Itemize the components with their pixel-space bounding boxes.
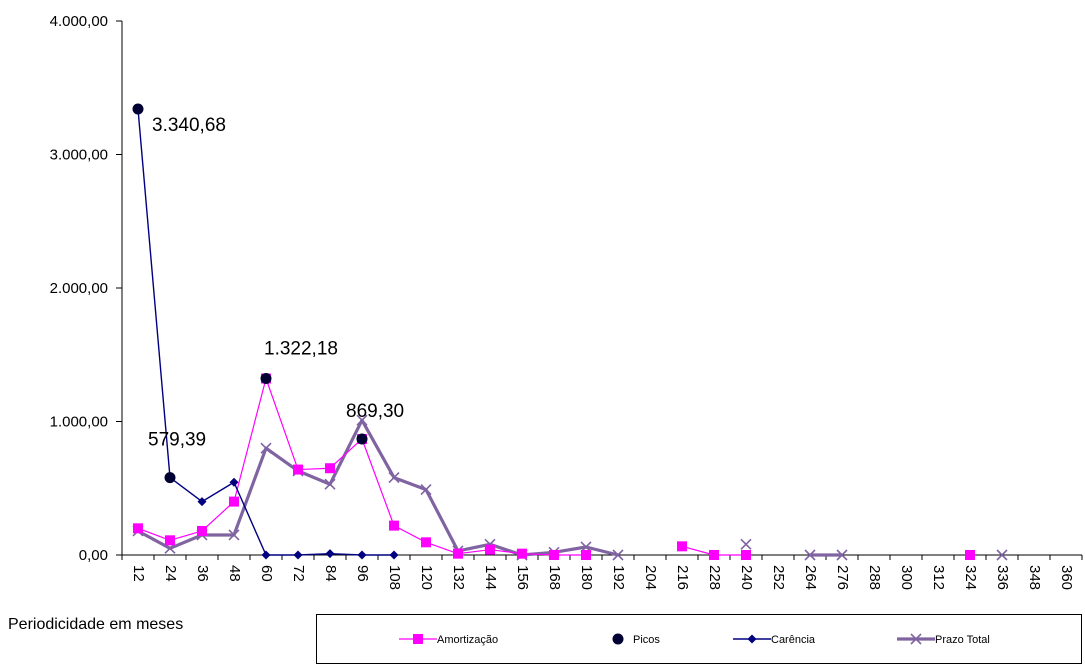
x-tick-label: 72 [290,565,307,582]
data-point-carencia [294,551,303,560]
series-line-amortizacao [138,379,970,555]
x-tick-label: 24 [162,565,179,582]
data-point-amortizacao [453,549,463,559]
data-point-amortizacao [549,550,559,560]
data-point-amortizacao [165,535,175,545]
legend-marker-carencia [748,635,757,644]
data-point-carencia [390,551,399,560]
y-tick-label: 3.000,00 [50,147,108,164]
x-axis-title: Periodicidade em meses [8,616,183,634]
data-point-picos [261,373,272,384]
data-point-carencia [230,478,239,487]
x-tick-label: 36 [194,565,211,582]
data-point-amortizacao [229,497,239,507]
x-tick-label: 120 [418,565,435,590]
y-tick-label: 1.000,00 [50,414,108,431]
x-tick-label: 216 [674,565,691,590]
data-point-prazo-total [741,539,751,549]
x-tick-label: 192 [610,565,627,590]
x-tick-label: 48 [226,565,243,582]
x-tick-label: 312 [930,565,947,590]
legend-label-amortizacao: Amortização [437,634,498,646]
x-tick-label: 60 [258,565,275,582]
data-label: 869,30 [346,401,404,422]
legend-marker-picos [613,634,624,645]
data-label: 3.340,68 [152,115,226,136]
x-tick-label: 348 [1026,565,1043,590]
x-tick-label: 264 [802,565,819,590]
data-point-amortizacao [197,526,207,536]
x-tick-label: 12 [130,565,147,582]
legend: Amortização Picos Carência Prazo Total [316,614,1082,664]
data-point-picos [357,433,368,444]
data-point-amortizacao [709,550,719,560]
data-label: 1.322,18 [264,338,338,359]
data-point-carencia [262,551,271,560]
x-tick-label: 144 [482,565,499,590]
legend-label-picos: Picos [633,634,660,646]
x-tick-label: 288 [866,565,883,590]
data-point-picos [165,472,176,483]
x-tick-label: 84 [322,565,339,582]
legend-label-prazo-total: Prazo Total [935,634,990,646]
x-tick-label: 360 [1058,565,1075,590]
data-point-carencia [326,549,335,558]
x-tick-label: 180 [578,565,595,590]
data-point-amortizacao [421,537,431,547]
x-tick-label: 96 [354,565,371,582]
x-tick-label: 336 [994,565,1011,590]
data-point-carencia [358,551,367,560]
y-tick-label: 0,00 [79,547,108,564]
data-point-amortizacao [325,463,335,473]
x-tick-label: 132 [450,565,467,590]
data-point-amortizacao [581,550,591,560]
x-tick-label: 324 [962,565,979,590]
x-tick-label: 252 [770,565,787,590]
y-tick-label: 4.000,00 [50,13,108,30]
x-tick-label: 156 [514,565,531,590]
y-tick-label: 2.000,00 [50,280,108,297]
legend-marker-amortizacao [413,634,423,644]
x-tick-label: 108 [386,565,403,590]
data-point-amortizacao [677,541,687,551]
x-tick-label: 276 [834,565,851,590]
data-point-amortizacao [741,550,751,560]
data-point-amortizacao [965,550,975,560]
data-point-amortizacao [485,545,495,555]
data-label: 579,39 [148,430,206,451]
x-tick-label: 300 [898,565,915,590]
data-point-amortizacao [389,521,399,531]
data-point-amortizacao [133,523,143,533]
data-point-amortizacao [517,549,527,559]
legend-label-carencia: Carência [771,634,816,646]
x-tick-label: 168 [546,565,563,590]
data-point-amortizacao [293,465,303,475]
series-line-prazo-total [138,420,1002,555]
x-tick-label: 228 [706,565,723,590]
x-tick-label: 204 [642,565,659,590]
legend-svg: Amortização Picos Carência Prazo Total [317,615,1081,663]
x-tick-label: 240 [738,565,755,590]
data-point-picos [133,104,144,115]
series-line-carencia [138,109,394,555]
